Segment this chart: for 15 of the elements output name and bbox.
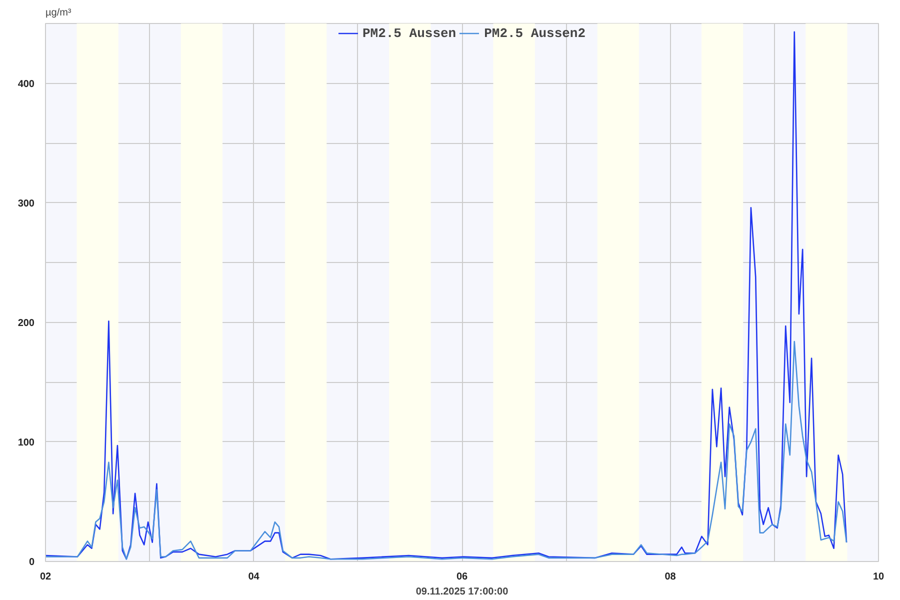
y-tick-label: 100 xyxy=(18,437,35,448)
x-tick-label: 02 xyxy=(40,572,52,582)
y-tick-label: 200 xyxy=(18,318,35,329)
y-tick-label: 400 xyxy=(18,78,35,90)
y-tick-label: 0 xyxy=(28,557,35,568)
x-tick-label: 08 xyxy=(664,572,676,582)
y-tick-label: 300 xyxy=(18,198,35,210)
line-series xyxy=(46,340,848,560)
x-tick-label: 06 xyxy=(456,572,468,582)
x-axis-title: 09.11.2025 17:00:00 xyxy=(416,586,509,598)
legend-label: PM2.5 Aussen2 xyxy=(484,26,586,40)
x-tick-label: 10 xyxy=(872,572,884,582)
y-axis-title: µg/m³ xyxy=(46,8,72,18)
legend-label: PM2.5 Aussen xyxy=(362,26,456,40)
x-tick-label: 04 xyxy=(248,572,260,582)
